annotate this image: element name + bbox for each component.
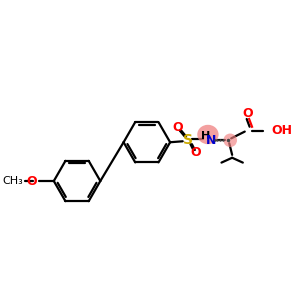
Ellipse shape [197, 125, 219, 144]
Text: O: O [242, 107, 253, 120]
Text: H: H [201, 131, 211, 141]
Text: O: O [190, 146, 201, 159]
Text: O: O [27, 175, 37, 188]
Ellipse shape [224, 134, 237, 147]
Text: S: S [183, 133, 193, 147]
Text: O: O [172, 121, 183, 134]
Text: CH₃: CH₃ [2, 176, 23, 186]
Text: OH: OH [271, 124, 292, 137]
Text: N: N [206, 134, 216, 147]
